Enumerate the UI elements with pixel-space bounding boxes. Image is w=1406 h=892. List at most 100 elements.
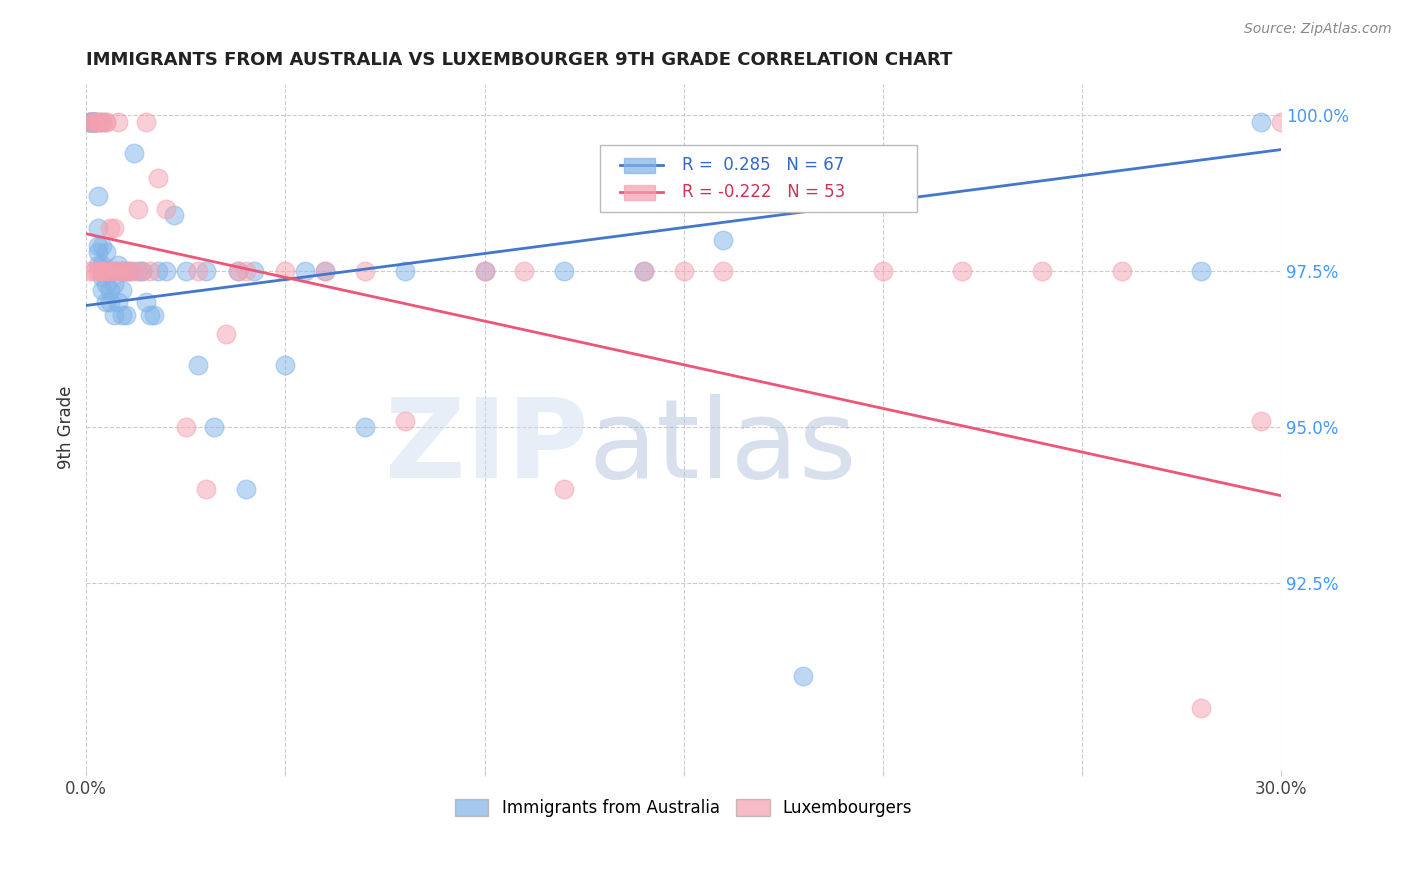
- Point: [127, 264, 149, 278]
- Point: [215, 326, 238, 341]
- Point: [115, 264, 138, 278]
- Point: [139, 264, 162, 278]
- Point: [103, 308, 125, 322]
- Point: [127, 202, 149, 216]
- Point: [96, 277, 118, 291]
- Point: [98, 264, 121, 278]
- Point: [1250, 114, 1272, 128]
- Point: [83, 114, 105, 128]
- Point: [87, 114, 110, 128]
- Point: [79, 114, 101, 128]
- Legend: Immigrants from Australia, Luxembourgers: Immigrants from Australia, Luxembourgers: [449, 792, 920, 823]
- Point: [98, 295, 121, 310]
- Text: atlas: atlas: [588, 394, 856, 501]
- Point: [96, 114, 118, 128]
- Text: R = -0.222   N = 53: R = -0.222 N = 53: [682, 183, 845, 201]
- Y-axis label: 9th Grade: 9th Grade: [58, 385, 75, 469]
- Point: [120, 264, 142, 278]
- Point: [394, 264, 416, 278]
- Point: [83, 114, 105, 128]
- FancyBboxPatch shape: [600, 145, 917, 212]
- Point: [633, 264, 655, 278]
- Point: [513, 264, 536, 278]
- Point: [87, 245, 110, 260]
- Point: [98, 283, 121, 297]
- Point: [474, 264, 496, 278]
- Point: [91, 114, 114, 128]
- Point: [135, 114, 157, 128]
- Point: [79, 264, 101, 278]
- Point: [87, 220, 110, 235]
- Point: [1250, 414, 1272, 428]
- Point: [354, 264, 377, 278]
- Point: [103, 220, 125, 235]
- Point: [83, 114, 105, 128]
- Point: [792, 669, 814, 683]
- Point: [96, 295, 118, 310]
- Point: [87, 114, 110, 128]
- Point: [87, 114, 110, 128]
- Point: [91, 264, 114, 278]
- Point: [83, 264, 105, 278]
- Bar: [624, 185, 655, 200]
- Point: [87, 264, 110, 278]
- Point: [96, 114, 118, 128]
- Point: [87, 258, 110, 272]
- Point: [107, 295, 129, 310]
- Point: [187, 358, 209, 372]
- Point: [1189, 264, 1212, 278]
- Point: [83, 114, 105, 128]
- Point: [235, 483, 257, 497]
- Point: [107, 114, 129, 128]
- Point: [91, 239, 114, 253]
- Point: [950, 264, 973, 278]
- Point: [633, 264, 655, 278]
- Point: [274, 358, 297, 372]
- Text: Source: ZipAtlas.com: Source: ZipAtlas.com: [1244, 22, 1392, 37]
- Point: [155, 202, 177, 216]
- Point: [146, 264, 169, 278]
- Point: [187, 264, 209, 278]
- Point: [103, 264, 125, 278]
- Point: [91, 270, 114, 285]
- Point: [1111, 264, 1133, 278]
- Point: [226, 264, 249, 278]
- Point: [79, 114, 101, 128]
- Point: [107, 258, 129, 272]
- Point: [713, 264, 735, 278]
- Point: [553, 264, 575, 278]
- Point: [111, 308, 134, 322]
- Point: [83, 114, 105, 128]
- Point: [91, 264, 114, 278]
- Point: [1189, 700, 1212, 714]
- Point: [96, 264, 118, 278]
- Point: [87, 189, 110, 203]
- Text: ZIP: ZIP: [385, 394, 588, 501]
- Point: [274, 264, 297, 278]
- Point: [139, 308, 162, 322]
- Point: [91, 283, 114, 297]
- Point: [143, 308, 166, 322]
- Point: [202, 420, 225, 434]
- Point: [79, 114, 101, 128]
- Point: [91, 258, 114, 272]
- Point: [194, 483, 217, 497]
- Point: [122, 264, 145, 278]
- Point: [96, 245, 118, 260]
- Point: [474, 264, 496, 278]
- Text: R =  0.285   N = 67: R = 0.285 N = 67: [682, 156, 845, 175]
- Point: [131, 264, 153, 278]
- Point: [111, 264, 134, 278]
- Point: [98, 264, 121, 278]
- Point: [103, 277, 125, 291]
- Text: IMMIGRANTS FROM AUSTRALIA VS LUXEMBOURGER 9TH GRADE CORRELATION CHART: IMMIGRANTS FROM AUSTRALIA VS LUXEMBOURGE…: [86, 51, 953, 69]
- Point: [1031, 264, 1053, 278]
- Point: [146, 170, 169, 185]
- Point: [294, 264, 316, 278]
- Point: [194, 264, 217, 278]
- Point: [314, 264, 336, 278]
- Point: [354, 420, 377, 434]
- Point: [120, 264, 142, 278]
- Point: [83, 114, 105, 128]
- Point: [174, 264, 197, 278]
